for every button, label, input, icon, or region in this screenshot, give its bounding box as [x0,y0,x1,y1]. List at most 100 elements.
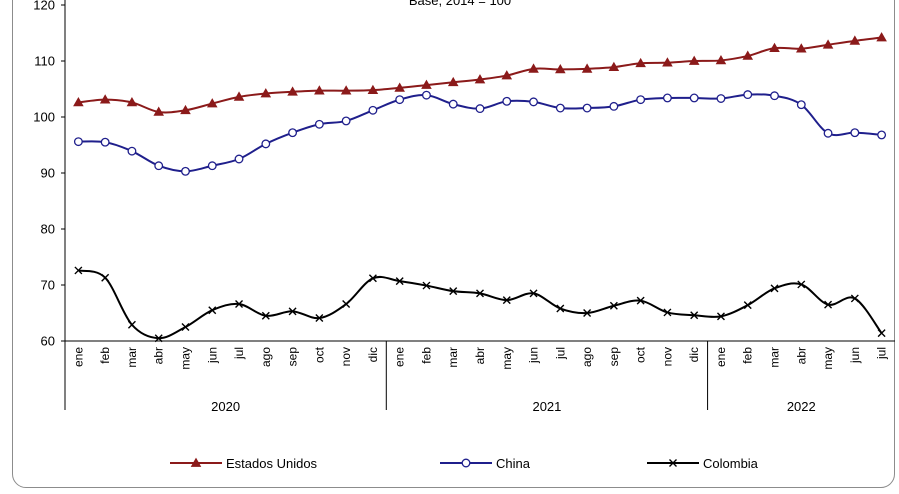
legend-swatch [170,457,222,467]
data-point-marker [796,100,806,110]
x-tick-label: nov [660,347,674,366]
x-tick-label: oct [312,346,326,363]
x-tick-label: may [821,347,835,370]
y-tick-label: 80 [41,222,55,237]
x-tick-label: feb [98,347,112,364]
x-tick-label: ene [714,347,728,367]
data-point-marker [475,104,485,114]
data-point-marker [797,280,806,289]
data-point-marker [529,97,538,107]
data-point-marker [636,296,645,305]
x-tick-label: mar [446,347,460,368]
data-point-marker [609,101,619,111]
x-tick-label: abr [473,347,487,364]
chart-frame [12,0,895,488]
data-point-marker [261,139,271,149]
x-tick-label: mar [768,347,782,368]
data-point-marker [502,96,512,106]
series-colombia [74,266,886,343]
data-point-marker [529,289,538,298]
x-tick-label: ene [71,347,85,367]
data-point-marker [447,76,459,87]
data-point-marker [367,84,379,94]
data-point-marker [716,94,726,103]
data-point-marker [448,99,458,109]
data-point-marker [260,88,272,98]
data-point-marker [100,137,110,147]
x-tick-label: ago [580,347,594,367]
x-tick-label: sep [286,347,300,367]
x-tick-label: jun [205,347,219,364]
data-point-marker [528,63,539,73]
data-point-marker [207,161,217,171]
x-tick-label: jun [848,347,862,364]
data-point-marker [796,43,807,53]
data-point-marker [206,98,218,108]
data-point-marker [582,103,592,113]
data-point-marker [394,82,405,92]
x-tick-label: jul [232,347,246,360]
data-point-marker [153,106,164,116]
data-point-marker [581,63,593,73]
data-point-marker [849,35,861,45]
x-tick-label: feb [419,347,433,364]
data-point-marker [822,39,834,49]
y-tick-label: 110 [34,54,55,69]
data-point-marker [743,90,753,100]
data-point-marker [877,329,886,338]
series-estados-unidos [73,32,887,116]
data-point-marker [742,50,754,60]
y-tick-label: 100 [33,110,55,125]
data-point-marker [688,55,700,65]
data-point-marker [877,130,887,140]
data-point-marker [154,334,163,343]
x-tick-label: may [500,347,514,370]
data-point-marker [876,32,887,42]
legend-label: China [496,455,530,471]
data-point-marker [669,459,677,467]
x-tick-label: ene [393,347,407,367]
data-point-marker [850,128,860,138]
x-tick-label: feb [741,347,755,364]
x-tick-label: dic [687,347,701,362]
legend: Estados Unidos China Colombia [0,448,899,478]
data-point-marker [461,458,471,468]
legend-swatch [647,459,699,467]
data-point-marker [608,61,620,72]
data-point-marker [501,70,513,80]
x-tick-label: ago [259,347,273,367]
legend-item-estados-unidos: Estados Unidos [170,454,317,472]
data-point-marker [73,97,84,107]
data-point-marker [190,457,202,467]
series-china [73,90,887,176]
year-label: 2022 [787,399,816,414]
data-point-marker [476,289,484,298]
data-point-marker [449,287,458,296]
series-layer [73,32,887,343]
data-point-marker [314,85,325,95]
legend-item-china: China [440,454,530,472]
legend-label: Colombia [703,455,758,471]
data-point-marker [769,42,780,52]
data-point-marker [474,74,486,84]
data-point-marker [181,166,190,176]
data-point-marker [73,137,83,147]
data-point-marker [635,57,646,68]
data-point-marker [127,320,136,329]
data-point-marker [315,314,324,323]
data-point-marker [233,91,245,101]
data-point-marker [287,86,298,96]
y-tick-label: 70 [41,278,55,293]
x-tick-label: abr [152,347,166,364]
data-point-marker [99,94,111,104]
y-tick-label: 120 [33,0,55,13]
data-point-marker [127,146,137,156]
y-tick-label: 60 [41,334,55,349]
data-point-marker [715,55,727,65]
data-point-marker [288,128,298,138]
x-tick-label: nov [339,347,353,366]
data-point-marker [556,304,565,313]
data-point-marker [662,93,672,103]
